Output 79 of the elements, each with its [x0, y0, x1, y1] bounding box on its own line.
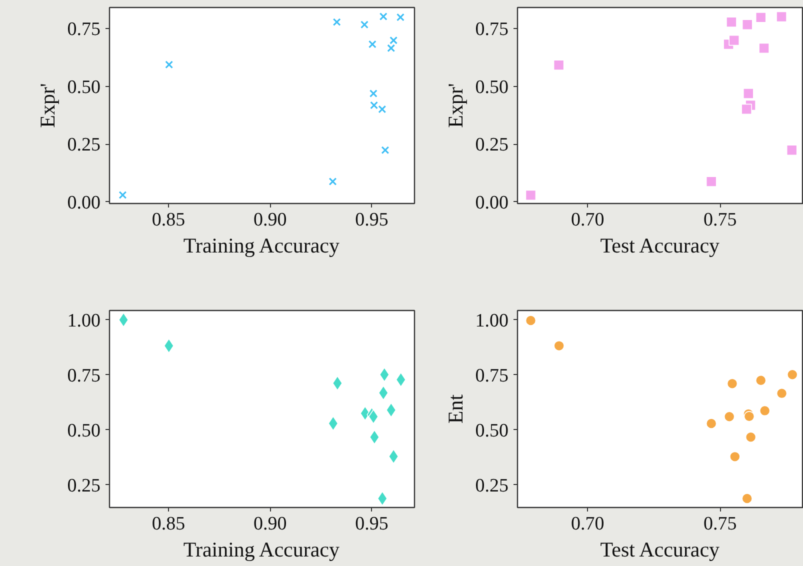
y-tick-label: 0.00 [67, 192, 100, 214]
point [390, 36, 398, 44]
y-tick-label: 0.75 [67, 19, 100, 40]
point [745, 432, 756, 442]
y-tick-label: 0.25 [475, 134, 508, 156]
point [786, 144, 798, 156]
point [368, 40, 376, 48]
y-tick-label: 0.75 [475, 19, 508, 40]
point [369, 90, 378, 98]
point [525, 315, 536, 326]
y-tick-label: 0.75 [67, 365, 100, 386]
x-tick-label: 0.70 [571, 514, 604, 534]
x-tick-label: 0.95 [355, 514, 388, 534]
y-tick-label: 0.25 [475, 475, 508, 496]
point [360, 20, 368, 29]
point [370, 101, 378, 110]
point [553, 60, 564, 70]
point [728, 34, 740, 46]
y-axis-title: Ent [443, 394, 468, 424]
x-tick-label: 0.70 [571, 210, 604, 230]
x-axis-title: Test Accuracy [600, 234, 720, 258]
point [776, 11, 787, 22]
point [786, 369, 798, 380]
point [758, 42, 770, 54]
point [118, 190, 127, 199]
point [726, 378, 738, 390]
point [706, 176, 717, 187]
y-tick-label: 0.50 [475, 420, 508, 442]
point [381, 146, 390, 154]
point [387, 44, 396, 52]
x-axis-title: Training Accuracy [183, 538, 340, 562]
point [378, 105, 386, 114]
y-tick-label: 1.00 [67, 310, 100, 332]
point [396, 13, 404, 22]
point [554, 340, 564, 352]
y-tick-label: 0.50 [475, 76, 508, 98]
point [118, 312, 129, 328]
y-tick-label: 1.00 [475, 310, 508, 332]
point [379, 12, 388, 20]
point [755, 12, 766, 23]
y-tick-label: 0.25 [67, 475, 100, 496]
point [386, 402, 396, 418]
point [388, 449, 399, 464]
point [332, 18, 341, 26]
point [759, 405, 770, 416]
point [165, 60, 174, 69]
x-tick-label: 0.75 [703, 514, 737, 534]
x-tick-label: 0.90 [254, 514, 287, 534]
point [776, 388, 788, 399]
point [328, 178, 337, 186]
x-tick-label: 0.90 [254, 210, 287, 230]
point [706, 418, 717, 429]
x-tick-label: 0.75 [703, 210, 737, 230]
point [525, 190, 536, 201]
point [377, 491, 388, 506]
point [742, 19, 753, 30]
y-axis-title: Expr' [443, 83, 468, 128]
point [328, 416, 338, 431]
point [730, 451, 740, 462]
point [741, 104, 752, 115]
point [724, 411, 735, 422]
x-tick-label: 0.85 [152, 210, 186, 230]
point [369, 430, 380, 445]
point [742, 493, 752, 504]
point [743, 88, 754, 99]
point [744, 411, 755, 422]
y-tick-label: 0.75 [475, 365, 508, 386]
point [755, 374, 766, 386]
y-tick-label: 0.00 [475, 192, 508, 214]
x-axis-title: Training Accuracy [183, 234, 340, 258]
y-tick-label: 0.50 [67, 420, 100, 442]
y-tick-label: 0.50 [67, 76, 100, 98]
point [332, 376, 343, 391]
y-tick-label: 0.25 [67, 134, 100, 156]
x-tick-label: 0.85 [152, 514, 186, 534]
x-axis-title: Test Accuracy [600, 538, 720, 562]
x-tick-label: 0.95 [355, 210, 388, 230]
point [726, 16, 737, 28]
y-axis-title: Expr' [35, 83, 60, 128]
